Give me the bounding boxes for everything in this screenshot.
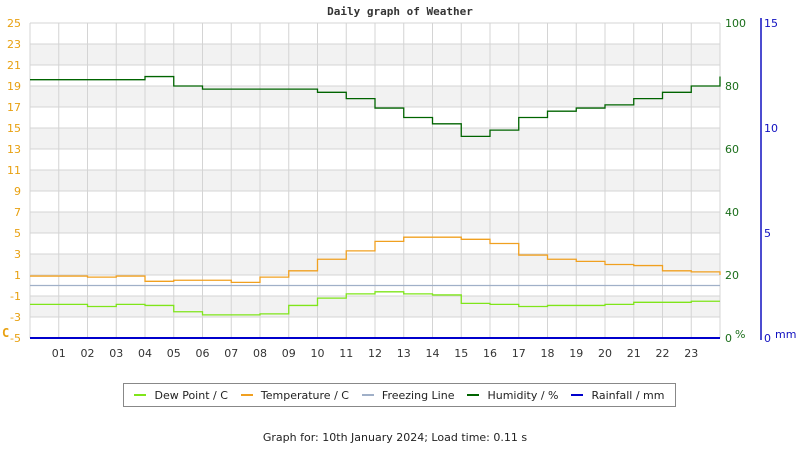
- x-tick-label: 12: [368, 347, 382, 360]
- x-tick-label: 17: [512, 347, 526, 360]
- y-right-rain-tick-label: 0: [764, 332, 771, 345]
- legend-label: Rainfall / mm: [591, 388, 665, 402]
- x-tick-label: 19: [569, 347, 583, 360]
- y-left-tick-label: 21: [7, 59, 21, 72]
- x-tick-label: 15: [454, 347, 468, 360]
- legend-label: Humidity / %: [487, 388, 559, 402]
- y-right-humidity-tick-label: 100: [725, 17, 746, 30]
- legend-item-rainfall: Rainfall / mm: [571, 389, 664, 402]
- chart-title: Daily graph of Weather: [327, 5, 473, 18]
- humidity-unit-label: %: [735, 328, 745, 341]
- y-left-tick-label: 11: [7, 164, 21, 177]
- y-left-tick-label: -1: [10, 290, 21, 303]
- rainfall-swatch: [571, 394, 584, 396]
- y-left-tick-label: 19: [7, 80, 21, 93]
- legend: Dew Point / C Temperature / C Freezing L…: [123, 383, 676, 407]
- y-right-humidity-tick-label: 60: [725, 143, 739, 156]
- temperature-swatch: [240, 394, 253, 396]
- y-right-rain-tick-label: 10: [764, 122, 778, 135]
- x-tick-label: 03: [109, 347, 123, 360]
- y-right-rain-tick-label: 15: [764, 17, 778, 30]
- x-tick-label: 21: [627, 347, 641, 360]
- footer-status: Graph for: 10th January 2024; Load time:…: [262, 431, 528, 444]
- x-tick-label: 16: [483, 347, 497, 360]
- y-left-tick-label: 13: [7, 143, 21, 156]
- x-tick-label: 05: [167, 347, 181, 360]
- x-tick-label: 10: [311, 347, 325, 360]
- x-tick-label: 06: [196, 347, 210, 360]
- x-tick-label: 02: [81, 347, 95, 360]
- x-tick-label: 14: [426, 347, 440, 360]
- x-tick-label: 18: [541, 347, 555, 360]
- y-left-tick-label: 3: [14, 248, 21, 261]
- x-tick-label: 01: [52, 347, 66, 360]
- y-right-humidity-tick-label: 20: [725, 269, 739, 282]
- y-left-tick-label: 9: [14, 185, 21, 198]
- y-left-tick-label: 23: [7, 38, 21, 51]
- rain-unit-label: mm: [775, 328, 796, 341]
- humidity-swatch: [467, 394, 480, 396]
- y-left-unit-label: C: [2, 326, 9, 340]
- data-series: [30, 75, 721, 339]
- y-left-tick-label: 5: [14, 227, 21, 240]
- y-left-tick-label: 1: [14, 269, 21, 282]
- x-tick-label: 09: [282, 347, 296, 360]
- y-left-tick-label: 25: [7, 17, 21, 30]
- y-left-tick-label: 15: [7, 122, 21, 135]
- x-tick-label: 20: [598, 347, 612, 360]
- legend-item-humidity: Humidity / %: [467, 389, 558, 402]
- x-tick-label: 23: [684, 347, 698, 360]
- freezing-line-swatch: [361, 394, 374, 396]
- x-tick-label: 13: [397, 347, 411, 360]
- legend-item-freezing-line: Freezing Line: [361, 388, 455, 402]
- legend-label: Temperature / C: [260, 388, 349, 402]
- humidity-line: [30, 75, 721, 138]
- y-right-rain-tick-label: 5: [764, 227, 771, 240]
- x-tick-label: 04: [138, 347, 152, 360]
- dew-point-line: [30, 291, 720, 316]
- y-left-tick-label: 17: [7, 101, 21, 114]
- legend-item-dew-point: Dew Point / C: [134, 388, 228, 402]
- legend-label: Freezing Line: [381, 388, 455, 402]
- temperature-line: [30, 236, 721, 283]
- x-tick-label: 07: [224, 347, 238, 360]
- y-left-tick-label: 7: [14, 206, 21, 219]
- y-left-tick-label: -5: [10, 332, 21, 345]
- y-right-humidity-tick-label: 80: [725, 80, 739, 93]
- y-left-tick-label: -3: [10, 311, 21, 324]
- y-right-humidity-tick-label: 40: [725, 206, 739, 219]
- dew-point-swatch: [134, 394, 147, 396]
- x-tick-label: 08: [253, 347, 267, 360]
- legend-label: Dew Point / C: [154, 388, 228, 402]
- legend-item-temperature: Temperature / C: [240, 388, 349, 402]
- x-tick-label: 11: [339, 347, 353, 360]
- y-right-humidity-tick-label: 0: [725, 332, 732, 345]
- x-tick-label: 22: [656, 347, 670, 360]
